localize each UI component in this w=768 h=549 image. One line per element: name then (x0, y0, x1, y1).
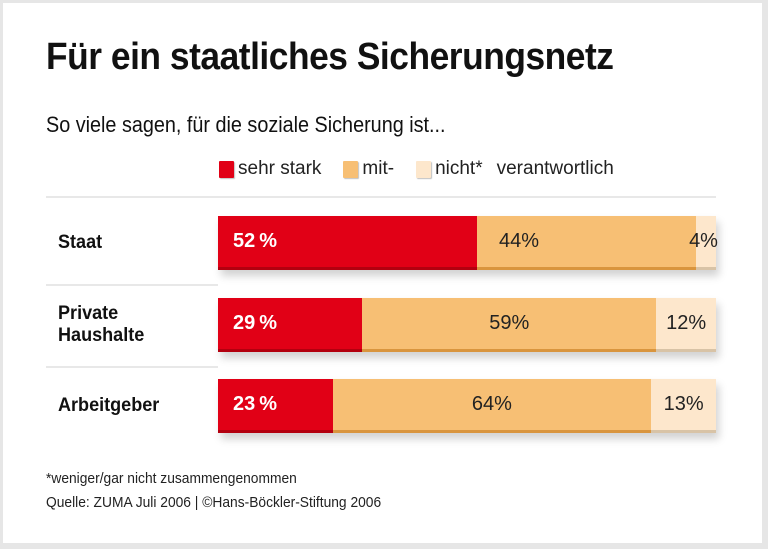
footnote: *weniger/gar nicht zusammengenommen (46, 470, 297, 487)
chart-subtitle: So viele sagen, für die soziale Sicherun… (46, 112, 446, 137)
legend-suffix: verantwortlich (496, 158, 614, 179)
category-label-line: Haushalte (58, 325, 145, 346)
legend-item-mit: mit- (343, 158, 394, 180)
category-label: Staat (58, 232, 102, 254)
legend-label: nicht* (435, 158, 483, 179)
data-label: 23 % (233, 393, 278, 415)
divider (46, 366, 218, 368)
legend: sehr stark mit- nicht* verantwortlich (219, 158, 614, 180)
category-label-line: Arbeitgeber (58, 395, 160, 416)
bar-segment: 13% (651, 379, 716, 433)
legend-swatch-sehr-stark (219, 160, 234, 178)
chart-card (3, 3, 762, 543)
data-label: 44% (498, 230, 539, 252)
legend-label: sehr stark (238, 158, 322, 179)
legend-item-sehr-stark: sehr stark (219, 158, 321, 180)
stacked-bar: 52 % 44% 4% (218, 216, 718, 270)
source-note: Quelle: ZUMA Juli 2006 | ©Hans-Böckler-S… (46, 494, 382, 511)
data-label: 52 % (233, 230, 278, 252)
bar-segment: 64% (332, 379, 652, 433)
bar-segment: 4% (689, 216, 718, 270)
stacked-bar: 23 % 64% 13% (218, 379, 716, 433)
category-label: Arbeitgeber (58, 395, 159, 417)
data-label: 4% (689, 230, 718, 252)
category-label: Private Haushalte (58, 303, 144, 347)
bar-segment: 52 % (218, 216, 477, 270)
bar-segment: 59% (362, 298, 657, 352)
bar-segment: 12% (656, 298, 716, 352)
legend-swatch-nicht (416, 160, 432, 178)
chart-title: Für ein staatliches Sicherungsnetz (46, 36, 614, 78)
bar-segment: 29 % (218, 298, 363, 352)
stacked-bar: 29 % 59% 12% (218, 298, 716, 352)
legend-item-nicht: nicht* (416, 158, 483, 180)
data-label: 12% (666, 312, 707, 334)
category-label-line: Staat (58, 232, 103, 253)
legend-label: mit- (362, 158, 395, 179)
divider-top (46, 196, 716, 198)
data-label: 13% (663, 393, 704, 415)
data-label: 64% (471, 393, 512, 415)
data-label: 29 % (233, 312, 278, 334)
data-label: 59% (489, 312, 530, 334)
legend-swatch-mit (343, 160, 359, 178)
bar-segment: 23 % (218, 379, 333, 433)
bar-segment: 44% (476, 216, 697, 270)
divider (46, 284, 218, 286)
category-label-line: Private (58, 303, 119, 324)
